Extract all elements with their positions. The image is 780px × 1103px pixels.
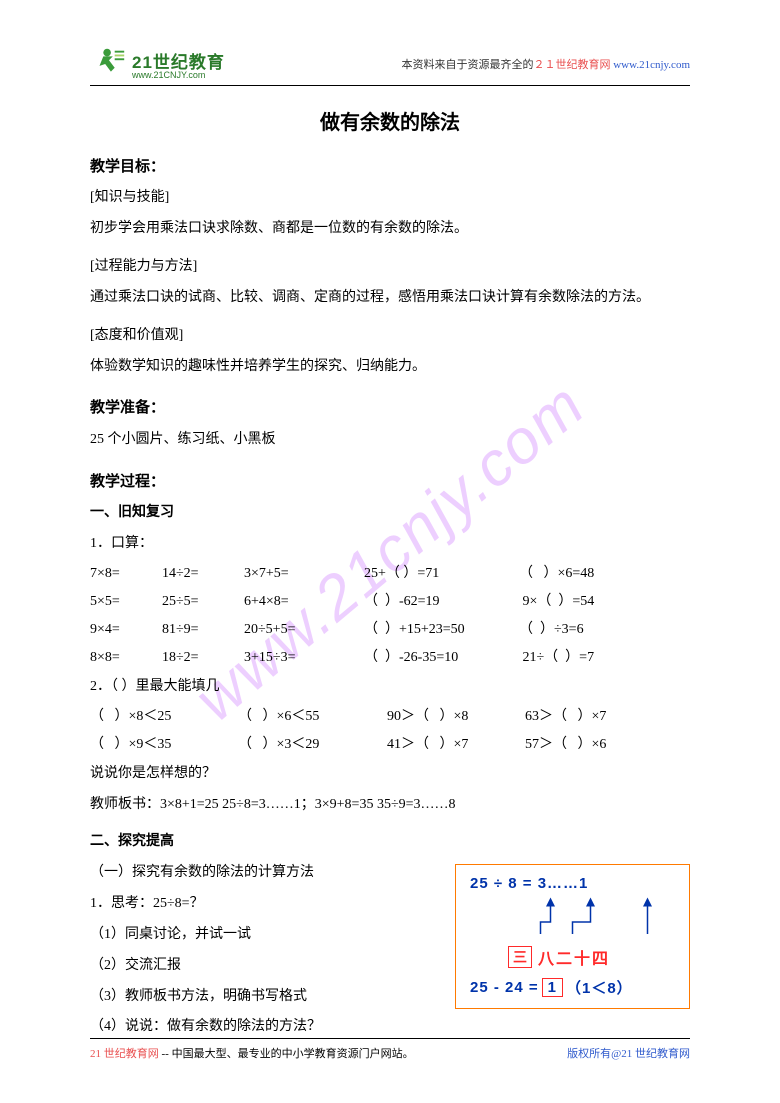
heading-explore: 二、探究提高: [90, 830, 690, 850]
sub-explore-one: （一）探究有余数的除法的计算方法: [90, 858, 435, 889]
fill-row: （ ）×9＜35 （ ）×3＜29 41＞（ ）×7 57＞（ ）×6: [90, 731, 690, 759]
text-prep: 25 个小圆片、练习纸、小黑板: [90, 425, 690, 456]
diagram-arrows-icon: [470, 896, 675, 938]
calc-row: 7×8= 14÷2= 3×7+5= 25+（ ）=71 （ ）×6=48: [90, 560, 690, 588]
one-box: 1: [542, 978, 563, 997]
division-diagram: 25 ÷ 8 = 3……1 三 八二十四 25: [455, 864, 690, 1009]
diagram-equation-bottom: 25 - 24 = 1 （1＜8）: [470, 977, 675, 998]
calc-row: 9×4= 81÷9= 20÷5+5= （ ）+15+23=50 （ ）÷3=6: [90, 616, 690, 644]
fill-grid: （ ）×8＜25 （ ）×6＜55 90＞（ ）×8 63＞（ ）×7 （ ）×…: [90, 703, 690, 759]
step-1: 1．思考：25÷8=？: [90, 889, 435, 920]
text-process: 通过乘法口诀的试商、比较、调商、定商的过程，感悟用乘法口诀计算有余数除法的方法。: [90, 283, 690, 314]
text-attitude: 体验数学知识的趣味性并培养学生的探究、归纳能力。: [90, 352, 690, 383]
text-knowledge: 初步学会用乘法口诀求除数、商都是一位数的有余数的除法。: [90, 214, 690, 245]
mid-chant: 八二十四: [538, 945, 610, 969]
step-1c: （3）教师板书方法，明确书写格式: [90, 982, 435, 1013]
calc-row: 8×8= 18÷2= 3+15÷3= （ ）-26-35=10 21÷（ ）=7: [90, 644, 690, 672]
fill-label: 2．（ ）里最大能填几: [90, 672, 690, 703]
section-goal: 教学目标：: [90, 155, 690, 176]
calc-row: 5×5= 25÷5= 6+4×8= （ ）-62=19 9×（ ）=54: [90, 588, 690, 616]
diagram-middle: 三 八二十四: [508, 945, 675, 969]
logo-runner-icon: [90, 45, 128, 83]
san-box: 三: [508, 946, 532, 968]
section-prep: 教学准备：: [90, 396, 690, 417]
subheading-knowledge: [知识与技能]: [90, 186, 690, 206]
fill-row: （ ）×8＜25 （ ）×6＜55 90＞（ ）×8 63＞（ ）×7: [90, 703, 690, 731]
step-1a: （1）同桌讨论，并试一试: [90, 920, 435, 951]
page-header: 21世纪教育 www.21CNJY.com 本资料来自于资源最齐全的２１世纪教育…: [90, 45, 690, 86]
subheading-attitude: [态度和价值观]: [90, 324, 690, 344]
header-caption: 本资料来自于资源最齐全的２１世纪教育网 www.21cnjy.com: [401, 56, 690, 72]
teacher-board: 教师板书：3×8+1=25 25÷8=3……1；3×9+8=35 35÷9=3……: [90, 790, 690, 821]
page-title: 做有余数的除法: [90, 106, 690, 135]
diagram-equation-top: 25 ÷ 8 = 3……1: [470, 875, 675, 892]
step-1d: （4）说说：做有余数的除法的方法？: [90, 1012, 435, 1043]
heading-review: 一、旧知复习: [90, 501, 690, 521]
subheading-process: [过程能力与方法]: [90, 255, 690, 275]
calc-grid: 7×8= 14÷2= 3×7+5= 25+（ ）=71 （ ）×6=48 5×5…: [90, 560, 690, 672]
section-process: 教学过程：: [90, 470, 690, 491]
step-1b: （2）交流汇报: [90, 951, 435, 982]
question-how: 说说你是怎样想的？: [90, 759, 690, 790]
calc-label: 1．口算：: [90, 529, 690, 560]
logo: 21世纪教育 www.21CNJY.com: [90, 45, 225, 83]
